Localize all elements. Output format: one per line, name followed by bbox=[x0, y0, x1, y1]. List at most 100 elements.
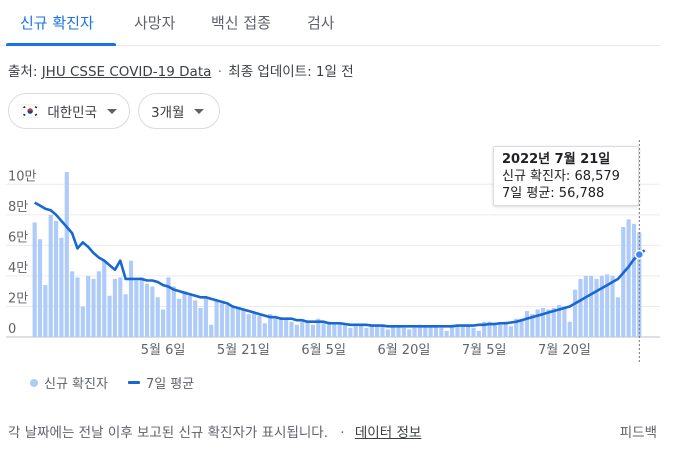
tab-deaths[interactable]: 사망자 bbox=[134, 14, 176, 32]
case-bar bbox=[230, 306, 235, 337]
source-link[interactable]: JHU CSSE COVID-19 Data bbox=[41, 64, 212, 80]
case-bar bbox=[48, 214, 53, 337]
source-prefix: 출처: bbox=[8, 64, 38, 80]
case-bar bbox=[150, 286, 155, 337]
case-bar bbox=[118, 277, 123, 337]
case-bar bbox=[64, 172, 69, 337]
case-bar bbox=[251, 312, 257, 337]
legend-dot-icon bbox=[30, 378, 38, 387]
case-bar bbox=[348, 327, 353, 337]
case-bar bbox=[605, 274, 610, 337]
data-info-link[interactable]: 데이터 정보 bbox=[354, 425, 422, 441]
tab-new-cases[interactable]: 신규 확진자 bbox=[20, 14, 94, 32]
case-bar bbox=[144, 283, 150, 337]
case-bar bbox=[70, 271, 75, 337]
case-bar bbox=[166, 277, 171, 337]
case-bar bbox=[610, 275, 615, 337]
case-bar bbox=[396, 326, 401, 337]
case-bar bbox=[321, 323, 326, 337]
case-bar bbox=[519, 318, 524, 337]
case-bar bbox=[573, 289, 578, 337]
case-bar bbox=[589, 275, 594, 337]
legend-average-label: 7일 평균 bbox=[145, 377, 195, 392]
legend-item-average: 7일 평균 bbox=[127, 373, 195, 392]
legend-line-icon bbox=[127, 381, 140, 384]
case-bar bbox=[412, 327, 417, 337]
country-label: 대한민국 bbox=[47, 105, 97, 121]
case-bar bbox=[514, 318, 519, 337]
y-tick-label: 4만 bbox=[8, 261, 28, 276]
range-dropdown[interactable]: 3개월 bbox=[138, 93, 220, 129]
case-bar bbox=[594, 278, 599, 337]
case-bar bbox=[139, 277, 144, 337]
range-label: 3개월 bbox=[151, 105, 185, 121]
x-axis-labels: 5월 6일 5월 21일 6월 5일 6월 20일 7월 5일 7월 20일 bbox=[141, 343, 591, 358]
case-bar bbox=[556, 304, 562, 337]
tab-tests[interactable]: 검사 bbox=[307, 14, 335, 32]
case-bar bbox=[187, 295, 192, 337]
case-bar bbox=[284, 318, 289, 337]
cases-chart[interactable]: 0 2만 4만 6만 8만 10만 5월 6일 5월 21일 6월 5일 6월 20일 7월 5일… bbox=[0, 140, 685, 365]
case-bar bbox=[492, 323, 497, 337]
case-bar bbox=[32, 222, 37, 337]
case-bar bbox=[225, 304, 230, 337]
case-bar bbox=[524, 311, 530, 337]
y-axis-labels: 0 2만 4만 6만 8만 10만 bbox=[8, 169, 37, 337]
case-bar bbox=[369, 326, 374, 337]
tooltip-average: 7일 평균: 56,788 bbox=[502, 186, 605, 201]
active-tab-indicator bbox=[6, 43, 116, 46]
case-bar bbox=[86, 275, 91, 337]
case-bar bbox=[310, 324, 315, 337]
case-bar bbox=[273, 318, 278, 337]
y-tick-label: 8만 bbox=[8, 200, 28, 215]
case-bar bbox=[305, 321, 310, 337]
average-line bbox=[34, 201, 646, 328]
case-bar bbox=[535, 309, 540, 337]
case-bar bbox=[54, 220, 59, 337]
case-bar bbox=[460, 326, 465, 337]
case-bar bbox=[37, 239, 43, 337]
case-bar bbox=[235, 307, 241, 337]
case-bar bbox=[455, 324, 460, 337]
case-bar bbox=[75, 277, 80, 337]
feedback-link[interactable]: 피드백 bbox=[619, 425, 657, 441]
case-bar bbox=[583, 275, 588, 337]
case-bar bbox=[182, 291, 187, 337]
case-bar bbox=[487, 321, 492, 337]
case-bar bbox=[375, 324, 380, 337]
case-bar bbox=[326, 321, 332, 337]
case-bar bbox=[626, 219, 631, 337]
case-bar bbox=[155, 297, 160, 337]
case-bar bbox=[278, 317, 283, 337]
tooltip-cases: 신규 확진자: 68,579 bbox=[502, 169, 620, 184]
case-bar bbox=[578, 278, 583, 337]
case-bar bbox=[503, 321, 508, 337]
footer-note-text: 각 날짜에는 전날 이후 보고된 신규 확진자가 표시됩니다. bbox=[8, 425, 328, 441]
south-korea-flag-icon bbox=[21, 104, 40, 118]
x-tick-label: 5월 6일 bbox=[141, 343, 186, 358]
case-bar bbox=[439, 327, 444, 337]
y-tick-label: 0 bbox=[8, 322, 16, 337]
case-bar bbox=[407, 329, 412, 337]
hover-indicator bbox=[634, 140, 645, 363]
case-bar bbox=[43, 285, 48, 337]
country-dropdown[interactable]: 대한민국 bbox=[8, 93, 130, 129]
case-bar bbox=[508, 326, 513, 337]
case-bar bbox=[268, 314, 273, 337]
case-bar bbox=[498, 323, 503, 337]
case-bar bbox=[171, 286, 176, 337]
tab-vaccinations[interactable]: 백신 접종 bbox=[211, 14, 271, 32]
case-bar bbox=[471, 327, 476, 337]
case-bar bbox=[599, 275, 604, 337]
case-bar bbox=[289, 321, 294, 337]
case-bar bbox=[546, 309, 551, 337]
case-bar bbox=[91, 278, 96, 337]
chart-tooltip: 2022년 7월 21일 신규 확진자: 68,579 7일 평균: 56,78… bbox=[493, 146, 639, 206]
case-bar bbox=[540, 307, 546, 337]
case-bar bbox=[198, 307, 203, 337]
case-bar bbox=[246, 314, 251, 337]
case-bar bbox=[444, 330, 449, 337]
case-bar bbox=[96, 271, 101, 337]
case-bar bbox=[433, 326, 439, 337]
source-separator: · bbox=[217, 64, 222, 80]
